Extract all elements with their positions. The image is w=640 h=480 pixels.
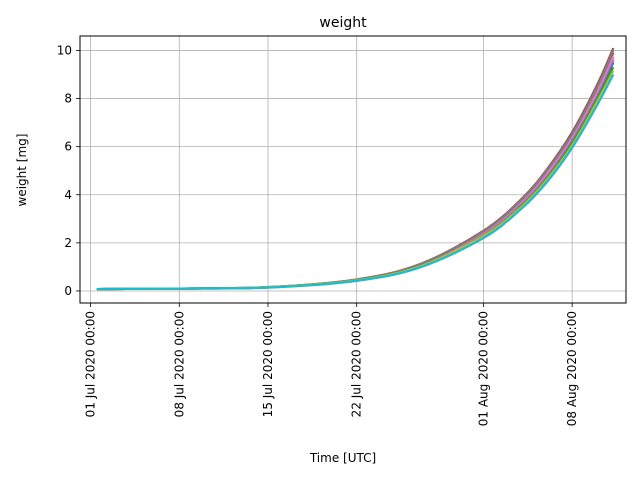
chart-title: weight: [319, 15, 367, 31]
y-tick-label: 8: [64, 92, 72, 106]
y-axis-ticks: 0 2 4 6 8 10: [57, 43, 80, 298]
x-tick-label: 01 Aug 2020 00:00: [476, 311, 490, 426]
grid: [80, 36, 626, 303]
x-tick-label: 22 Jul 2020 00:00: [350, 311, 364, 417]
y-tick-label: 0: [64, 284, 72, 298]
x-tick-label: 08 Jul 2020 00:00: [172, 311, 186, 417]
x-tick-label: 01 Jul 2020 00:00: [84, 311, 98, 417]
y-tick-label: 2: [64, 236, 72, 250]
x-tick-label: 08 Aug 2020 00:00: [565, 311, 579, 426]
x-axis-ticks: 01 Jul 2020 00:00 08 Jul 2020 00:00 15 Jul…: [84, 303, 579, 426]
plot-frame: [79, 35, 627, 304]
y-tick-label: 10: [57, 43, 72, 57]
y-tick-label: 6: [64, 140, 72, 154]
x-axis-label: Time [UTC]: [309, 451, 376, 465]
series-line-10: [96, 73, 615, 291]
series-lines: [96, 47, 615, 291]
y-axis-label: weight [mg]: [15, 134, 29, 207]
y-tick-label: 4: [64, 188, 72, 202]
x-tick-label: 15 Jul 2020 00:00: [261, 311, 275, 417]
